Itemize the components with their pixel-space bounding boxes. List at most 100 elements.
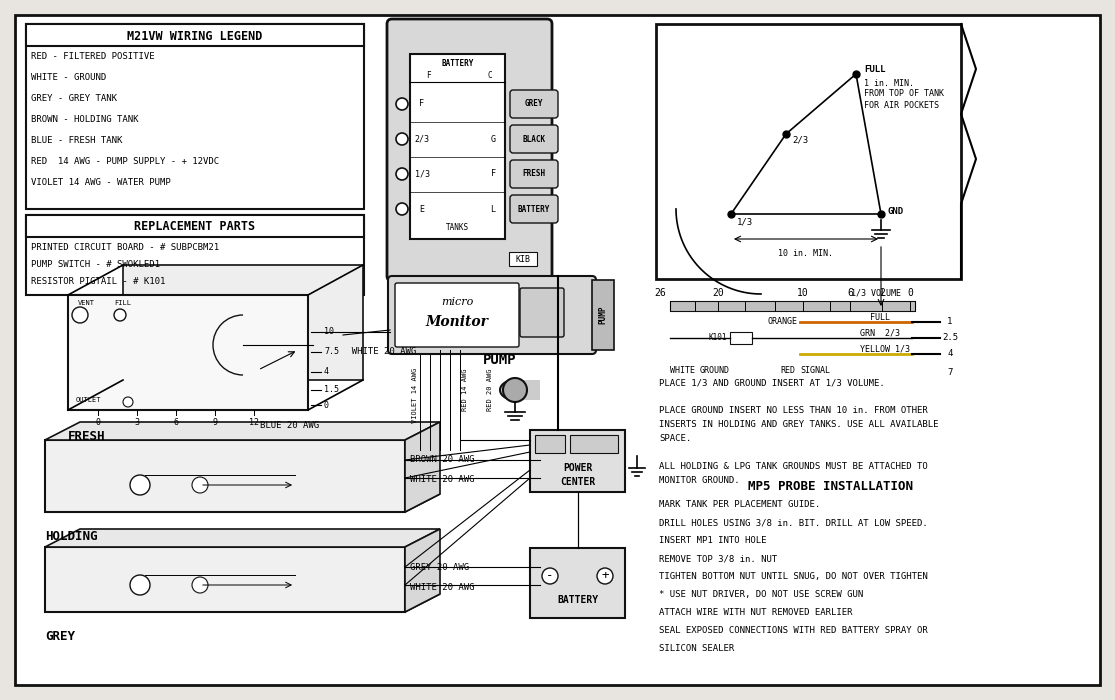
Text: INSERT MP1 INTO HOLE: INSERT MP1 INTO HOLE [659,536,766,545]
Text: 7: 7 [948,368,952,377]
Ellipse shape [500,380,530,400]
Text: ORANGE: ORANGE [767,318,797,326]
Bar [510,380,540,400]
Text: ATTACH WIRE WITH NUT REMOVED EARLIER: ATTACH WIRE WITH NUT REMOVED EARLIER [659,608,853,617]
Text: HOLDING: HOLDING [45,530,97,543]
Text: BROWN 20 AWG: BROWN 20 AWG [410,456,475,465]
Circle shape [503,378,527,402]
Polygon shape [45,494,440,512]
Text: YELLOW 1/3: YELLOW 1/3 [860,344,910,354]
Text: FRESH: FRESH [523,169,545,178]
Bar [656,24,961,279]
Circle shape [130,475,151,495]
Text: BATTERY: BATTERY [517,204,550,214]
Text: FRESH: FRESH [68,430,106,443]
Text: 2.5: 2.5 [942,333,958,342]
FancyBboxPatch shape [510,90,558,118]
Text: BATTERY: BATTERY [556,595,598,605]
Text: WHITE 20 AWG: WHITE 20 AWG [410,475,475,484]
Text: 10 in. MIN.: 10 in. MIN. [778,249,834,258]
Text: RED 20 AWG: RED 20 AWG [487,369,493,412]
Bar [68,295,308,410]
FancyBboxPatch shape [510,125,558,153]
Bar [26,24,363,209]
Polygon shape [45,529,440,547]
Circle shape [396,98,408,110]
Text: C: C [487,71,493,80]
Text: 20: 20 [712,288,724,298]
FancyBboxPatch shape [520,288,564,337]
Text: RESISTOR PIGTAIL - # K101: RESISTOR PIGTAIL - # K101 [31,277,165,286]
Text: PUMP: PUMP [599,306,608,324]
Text: FROM TOP OF TANK: FROM TOP OF TANK [864,90,944,99]
Circle shape [72,307,88,323]
Text: GROUND: GROUND [700,366,730,375]
FancyBboxPatch shape [388,276,597,354]
Text: BROWN - HOLDING TANK: BROWN - HOLDING TANK [31,115,138,124]
Polygon shape [405,422,440,512]
Circle shape [123,397,133,407]
Bar [510,252,537,266]
Text: 1/3 VOLUME: 1/3 VOLUME [851,289,901,298]
Text: F: F [426,71,430,80]
Text: RED 14 AWG: RED 14 AWG [462,369,468,412]
Circle shape [192,577,209,593]
Text: OUTLET: OUTLET [76,397,101,403]
Text: 1.5: 1.5 [324,386,339,395]
Bar [410,54,505,239]
Circle shape [396,168,408,180]
Text: BLUE - FRESH TANK: BLUE - FRESH TANK [31,136,123,145]
Text: REMOVE TOP 3/8 in. NUT: REMOVE TOP 3/8 in. NUT [659,554,777,563]
FancyBboxPatch shape [510,160,558,188]
Text: 6: 6 [174,418,178,427]
Text: MARK TANK PER PLACEMENT GUIDE.: MARK TANK PER PLACEMENT GUIDE. [659,500,821,509]
Text: G: G [491,134,495,144]
Text: BATTERY: BATTERY [442,60,474,69]
Circle shape [396,203,408,215]
Text: BLACK: BLACK [523,134,545,144]
Text: SEAL EXPOSED CONNECTIONS WITH RED BATTERY SPRAY OR: SEAL EXPOSED CONNECTIONS WITH RED BATTER… [659,626,928,635]
FancyBboxPatch shape [395,283,518,347]
Text: FOR AIR POCKETS: FOR AIR POCKETS [864,101,939,109]
Text: L: L [491,204,495,214]
Text: 2/3: 2/3 [415,134,429,144]
Text: Monitor: Monitor [426,315,488,329]
Text: FULL: FULL [864,66,885,74]
Text: 7.5: 7.5 [324,347,339,356]
Bar [26,24,363,46]
Text: SIGNAL: SIGNAL [799,366,830,375]
Polygon shape [45,440,405,512]
Text: WHITE: WHITE [670,366,695,375]
Text: 1: 1 [948,318,952,326]
Text: MONITOR GROUND.: MONITOR GROUND. [659,476,739,485]
Bar [592,280,614,350]
Text: 26: 26 [655,288,666,298]
Circle shape [396,133,408,145]
Text: 0: 0 [908,288,913,298]
Polygon shape [45,547,405,612]
Text: ALL HOLDING & LPG TANK GROUNDS MUST BE ATTACHED TO: ALL HOLDING & LPG TANK GROUNDS MUST BE A… [659,462,928,471]
Text: PUMP SWITCH - # SWOKLED1: PUMP SWITCH - # SWOKLED1 [31,260,159,269]
Text: GREY 20 AWG: GREY 20 AWG [410,563,469,571]
Text: WHITE 20 AWG: WHITE 20 AWG [341,347,416,356]
Bar [670,301,915,311]
Text: GND: GND [888,207,903,216]
FancyBboxPatch shape [510,195,558,223]
Text: BLUE 20 AWG: BLUE 20 AWG [260,421,319,430]
Text: 0: 0 [324,400,329,410]
Text: 2: 2 [879,288,885,298]
Text: RED  14 AWG - PUMP SUPPLY - + 12VDC: RED 14 AWG - PUMP SUPPLY - + 12VDC [31,157,220,166]
Text: micro: micro [440,297,473,307]
Text: 1/3: 1/3 [737,218,753,227]
Text: 12: 12 [249,418,259,427]
Text: TANKS: TANKS [446,223,469,232]
Text: E: E [419,204,425,214]
Bar [530,548,626,618]
Text: WHITE - GROUND: WHITE - GROUND [31,73,106,82]
Text: GREY - GREY TANK: GREY - GREY TANK [31,94,117,103]
Circle shape [130,575,151,595]
Bar [535,435,565,453]
Polygon shape [45,594,440,612]
Text: F: F [419,99,425,108]
Text: 6: 6 [847,288,853,298]
